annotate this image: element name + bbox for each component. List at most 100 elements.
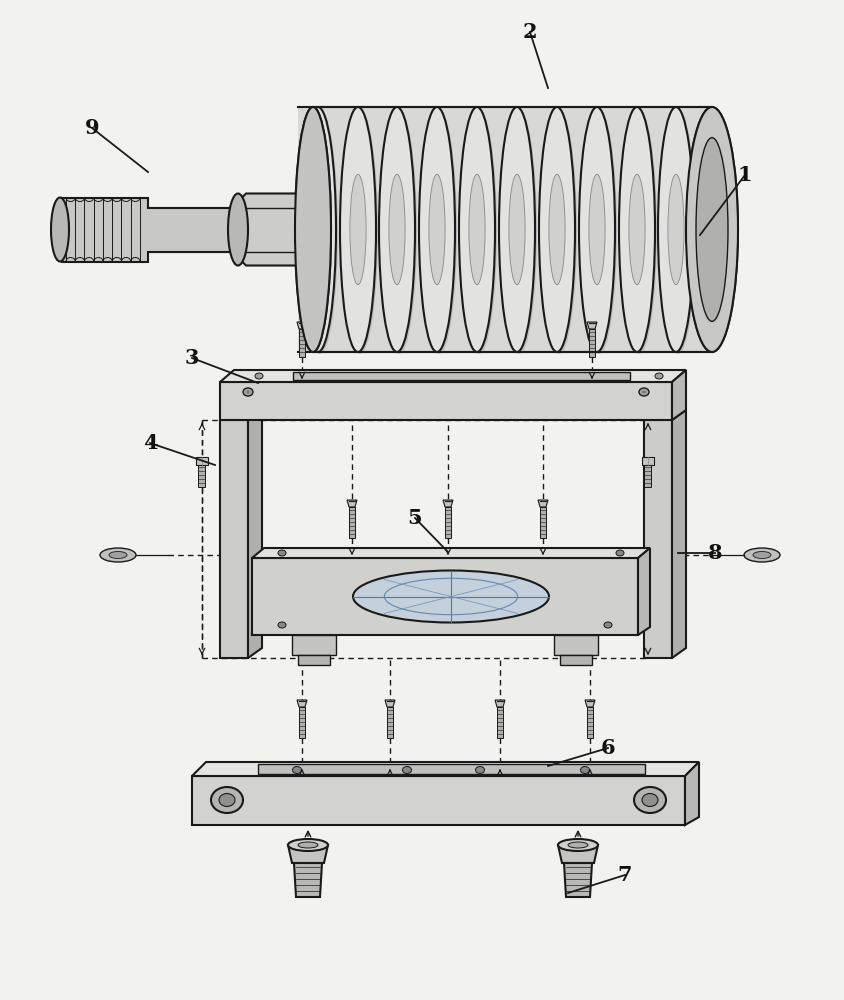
Ellipse shape: [615, 550, 623, 556]
Ellipse shape: [620, 109, 657, 354]
Ellipse shape: [461, 109, 496, 354]
Polygon shape: [387, 707, 392, 738]
Ellipse shape: [295, 107, 331, 352]
Polygon shape: [198, 465, 205, 487]
Polygon shape: [219, 370, 685, 382]
Text: 6: 6: [600, 738, 614, 758]
Polygon shape: [563, 863, 592, 897]
Ellipse shape: [549, 174, 565, 285]
Text: 2: 2: [522, 22, 537, 42]
Polygon shape: [347, 500, 356, 507]
Ellipse shape: [278, 550, 285, 556]
Polygon shape: [292, 635, 336, 655]
Polygon shape: [293, 372, 630, 380]
Polygon shape: [296, 700, 306, 707]
Text: 9: 9: [84, 118, 100, 138]
Polygon shape: [445, 507, 451, 538]
Polygon shape: [299, 329, 305, 357]
Text: 4: 4: [143, 433, 157, 453]
Ellipse shape: [540, 109, 576, 354]
Ellipse shape: [667, 174, 684, 285]
Polygon shape: [294, 863, 322, 897]
Ellipse shape: [429, 174, 445, 285]
Polygon shape: [495, 700, 505, 707]
Polygon shape: [219, 382, 671, 420]
Polygon shape: [643, 420, 671, 658]
Polygon shape: [671, 370, 685, 420]
Polygon shape: [587, 707, 592, 738]
Ellipse shape: [641, 390, 646, 394]
Ellipse shape: [342, 109, 377, 354]
Polygon shape: [671, 410, 685, 658]
Polygon shape: [584, 700, 594, 707]
Polygon shape: [192, 776, 684, 825]
Polygon shape: [684, 762, 698, 825]
Ellipse shape: [659, 109, 695, 354]
Ellipse shape: [278, 622, 285, 628]
Ellipse shape: [310, 174, 326, 285]
Ellipse shape: [508, 174, 524, 285]
Polygon shape: [219, 420, 247, 658]
Ellipse shape: [752, 552, 770, 558]
Polygon shape: [560, 655, 592, 665]
Polygon shape: [252, 558, 637, 635]
Ellipse shape: [603, 622, 611, 628]
Ellipse shape: [349, 174, 365, 285]
Text: 8: 8: [707, 543, 722, 563]
Ellipse shape: [402, 766, 411, 774]
Polygon shape: [298, 655, 330, 665]
Ellipse shape: [500, 109, 537, 354]
Ellipse shape: [228, 194, 247, 265]
Ellipse shape: [468, 174, 484, 285]
Ellipse shape: [292, 766, 301, 774]
Ellipse shape: [298, 842, 317, 848]
Ellipse shape: [388, 174, 404, 285]
Ellipse shape: [381, 109, 416, 354]
Polygon shape: [644, 465, 651, 487]
Ellipse shape: [420, 109, 457, 354]
Ellipse shape: [695, 138, 728, 321]
Polygon shape: [299, 707, 305, 738]
Ellipse shape: [703, 187, 719, 272]
Ellipse shape: [255, 373, 262, 379]
Polygon shape: [257, 764, 644, 774]
Ellipse shape: [100, 548, 136, 562]
Ellipse shape: [499, 107, 534, 352]
Ellipse shape: [743, 548, 779, 562]
Ellipse shape: [211, 787, 243, 813]
Ellipse shape: [619, 107, 654, 352]
Ellipse shape: [51, 198, 69, 261]
Ellipse shape: [581, 109, 616, 354]
Ellipse shape: [219, 794, 235, 806]
Polygon shape: [148, 208, 238, 251]
Ellipse shape: [695, 138, 728, 321]
Polygon shape: [442, 500, 452, 507]
Ellipse shape: [353, 570, 549, 622]
Polygon shape: [298, 107, 711, 352]
Ellipse shape: [628, 174, 644, 285]
Polygon shape: [496, 707, 502, 738]
Ellipse shape: [657, 107, 693, 352]
Ellipse shape: [109, 552, 127, 558]
Ellipse shape: [295, 107, 331, 352]
Ellipse shape: [638, 388, 648, 396]
Polygon shape: [588, 329, 594, 357]
Polygon shape: [641, 457, 653, 465]
Polygon shape: [349, 507, 354, 538]
Ellipse shape: [300, 107, 336, 352]
Text: 7: 7: [617, 865, 631, 885]
Polygon shape: [587, 322, 597, 329]
Ellipse shape: [633, 787, 665, 813]
Ellipse shape: [379, 107, 414, 352]
Text: 5: 5: [407, 508, 422, 528]
Polygon shape: [192, 762, 698, 776]
Ellipse shape: [538, 107, 574, 352]
Ellipse shape: [557, 839, 598, 851]
Ellipse shape: [685, 107, 737, 352]
Ellipse shape: [685, 107, 737, 352]
Ellipse shape: [567, 842, 587, 848]
Ellipse shape: [578, 107, 614, 352]
Polygon shape: [62, 198, 240, 261]
Ellipse shape: [288, 839, 327, 851]
Ellipse shape: [339, 107, 376, 352]
